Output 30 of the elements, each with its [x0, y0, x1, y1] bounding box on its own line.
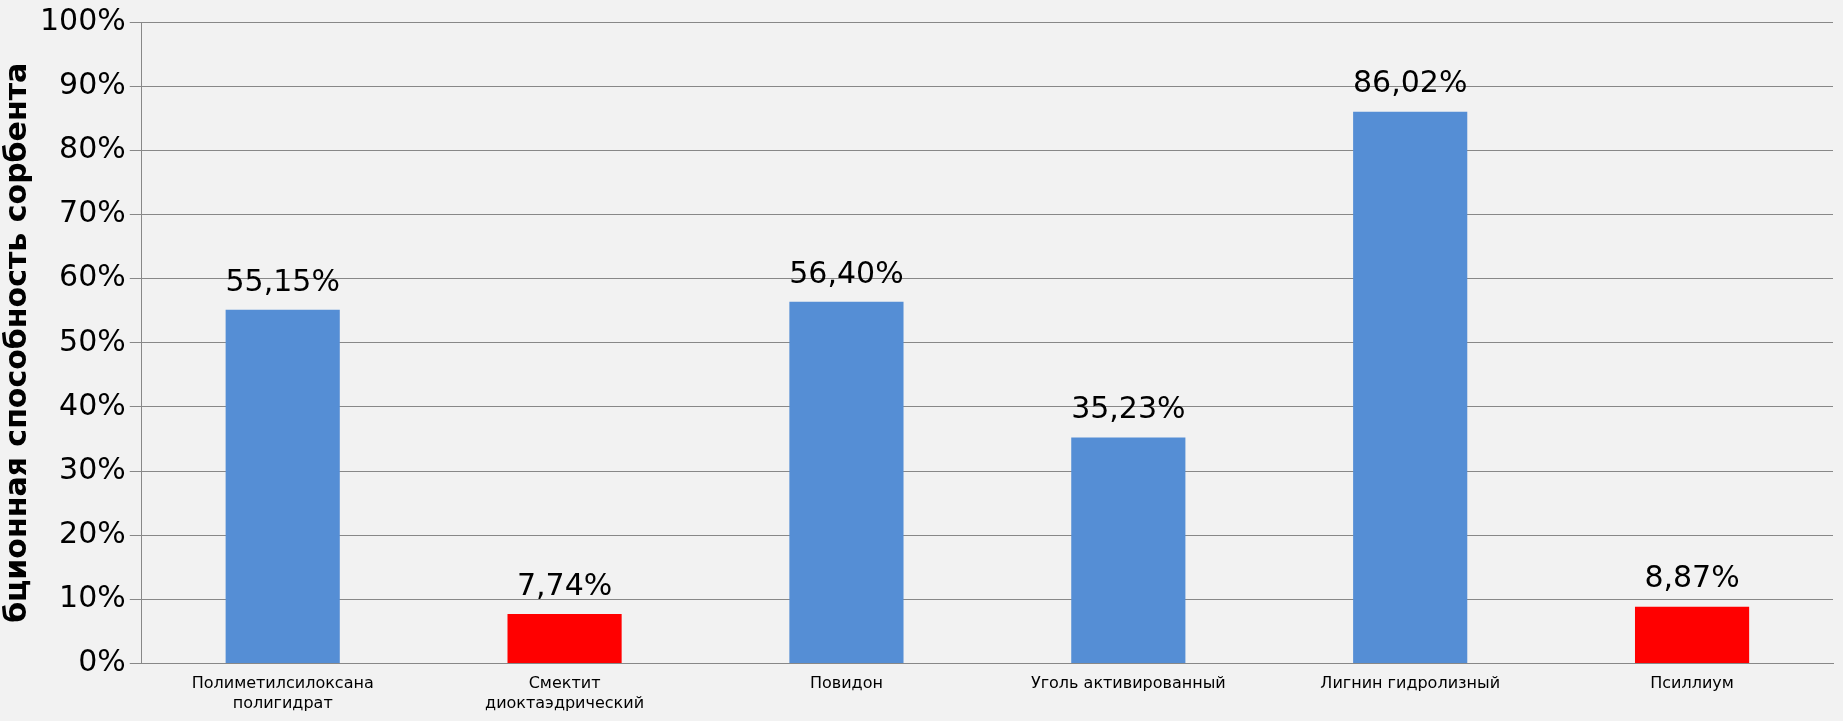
y-tick-label: 100% — [39, 1, 126, 37]
x-tick-label: Повидон — [809, 673, 883, 693]
bar — [789, 301, 904, 664]
y-tick-label: 20% — [59, 515, 126, 551]
bar — [1634, 606, 1750, 664]
y-tick-label: 0% — [78, 643, 126, 679]
data-label: 35,23% — [1071, 390, 1186, 426]
x-tick-label: Псиллиум — [1650, 673, 1734, 693]
y-tick-label: 50% — [59, 322, 126, 358]
x-tick-label: Смектит диоктаэдрический — [485, 673, 645, 712]
x-tick-label: Уголь активированный — [1030, 673, 1226, 693]
data-label: 55,15% — [225, 262, 340, 298]
y-tick-label: 40% — [59, 386, 126, 422]
y-axis-title: бционная способность сорбента — [0, 62, 33, 623]
y-tick-label: 30% — [59, 450, 126, 486]
y-tick-label: 70% — [59, 194, 126, 230]
bar — [507, 613, 622, 664]
data-label: 86,02% — [1353, 64, 1468, 100]
x-tick-label: Лигнин гидролизный — [1320, 673, 1501, 693]
data-label: 7,74% — [516, 566, 613, 602]
y-tick-label: 90% — [59, 65, 126, 101]
bar — [225, 309, 340, 664]
data-label: 56,40% — [789, 254, 904, 290]
y-tick-label: 60% — [59, 258, 126, 294]
bar — [1071, 437, 1186, 664]
x-tick-label: Полиметилсилоксана полигидрат — [191, 673, 374, 712]
y-tick-label: 10% — [59, 579, 126, 615]
bar — [1353, 111, 1468, 664]
data-label: 8,87% — [1644, 559, 1740, 595]
y-tick-label: 80% — [59, 130, 126, 166]
